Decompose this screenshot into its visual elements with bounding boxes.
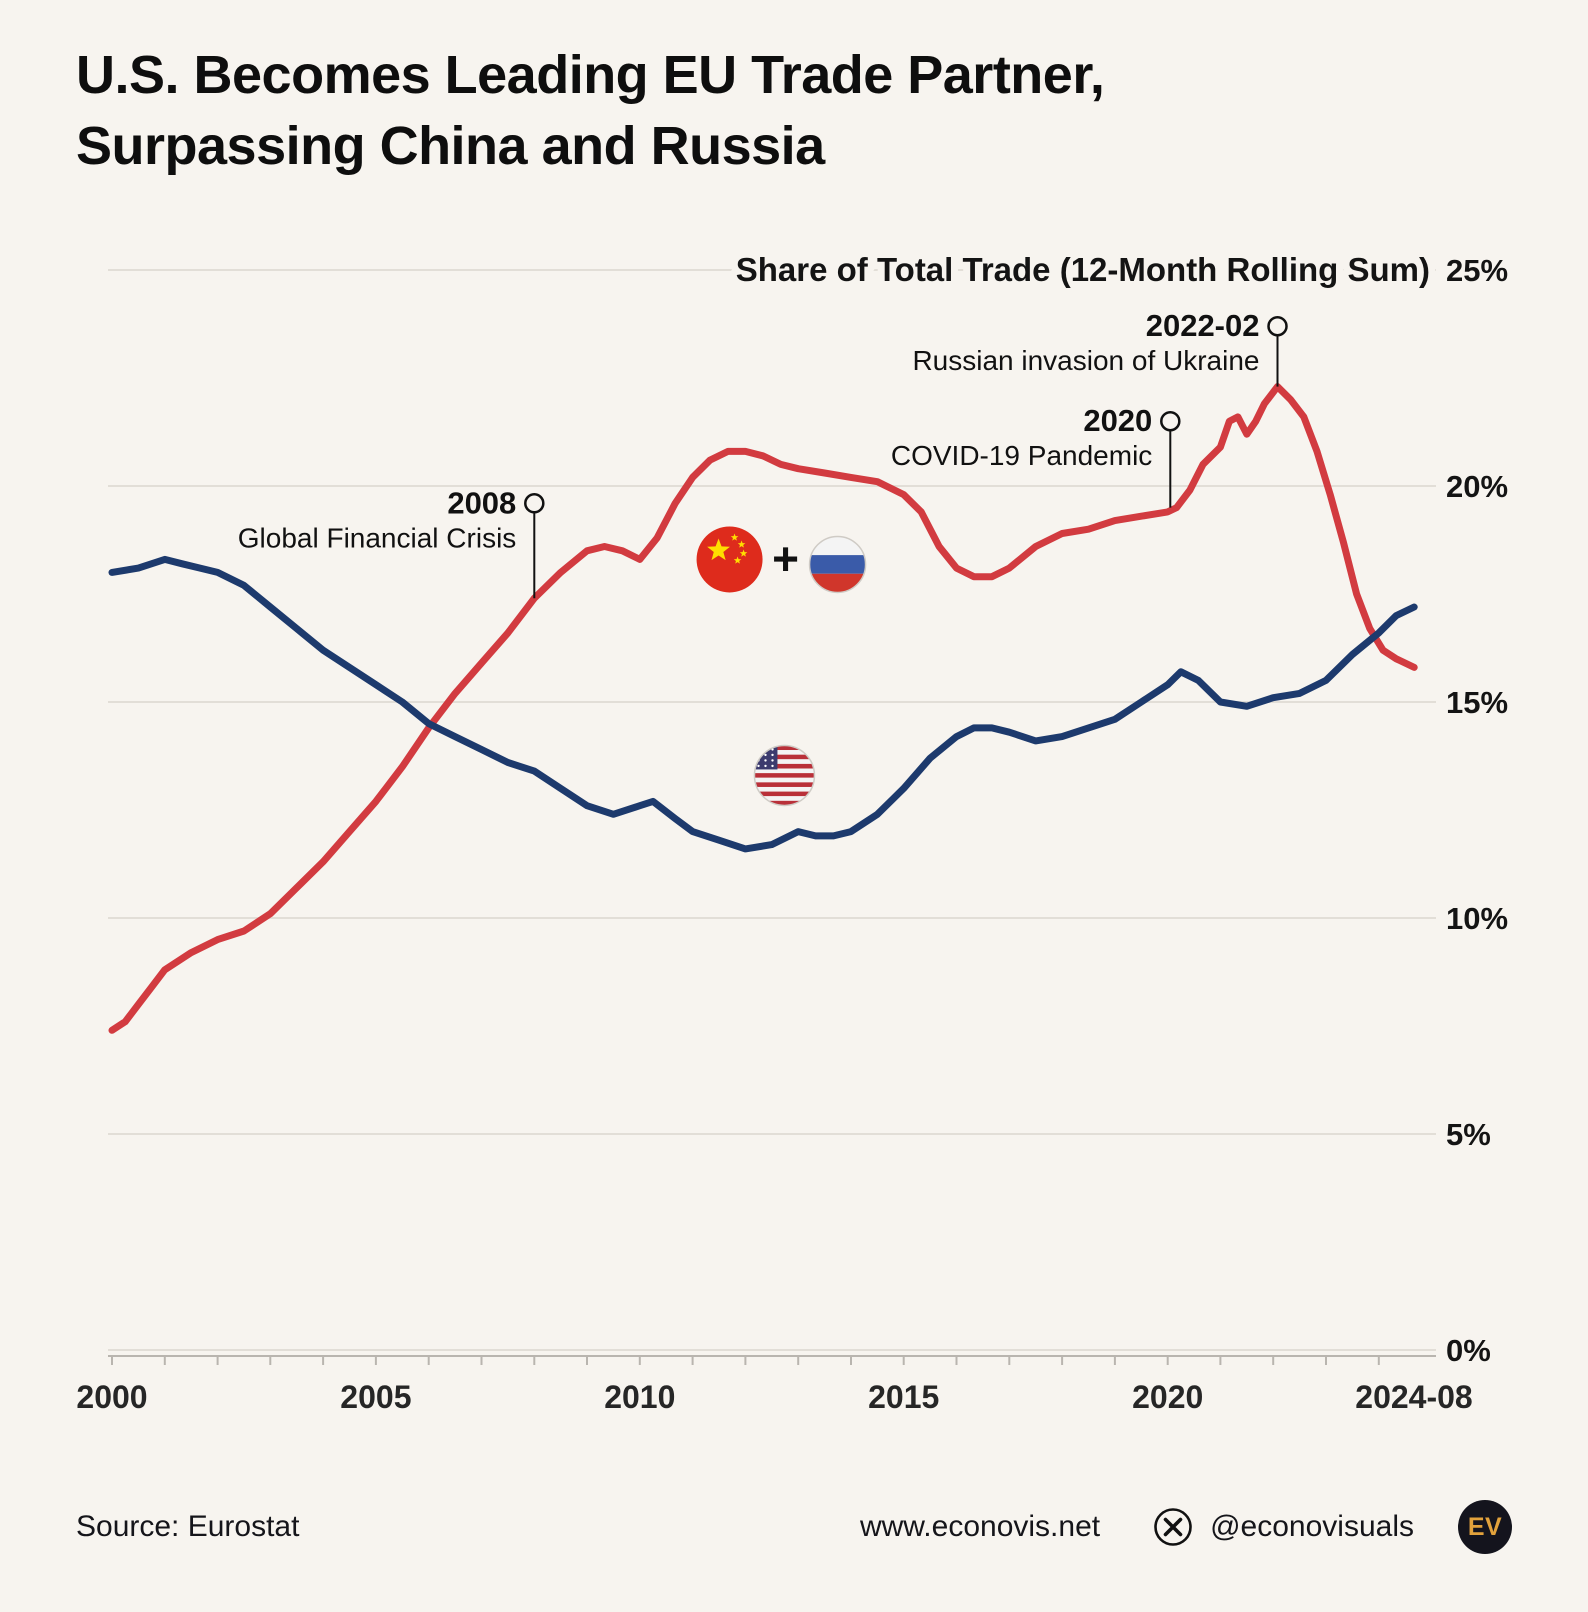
annotation-event-label: Global Financial Crisis: [238, 522, 517, 553]
annotation-event-label: COVID-19 Pandemic: [891, 440, 1152, 471]
annotation-year-label: 2008: [447, 485, 516, 520]
x-axis-label: 2015: [868, 1379, 939, 1415]
chart-title: Share of Total Trade (12-Month Rolling S…: [736, 251, 1430, 288]
y-axis-label: 25%: [1446, 253, 1508, 288]
y-axis-label: 15%: [1446, 685, 1508, 720]
y-axis-label: 10%: [1446, 901, 1508, 936]
china-russia-line: [108, 383, 1418, 1034]
x-axis-label: 2010: [604, 1379, 675, 1415]
united-states-line: [108, 555, 1418, 853]
page-title-line2: Surpassing China and Russia: [76, 116, 825, 177]
x-axis-label: 2024-08: [1355, 1379, 1472, 1415]
x-axis-label: 2020: [1132, 1379, 1203, 1415]
us-flag-icon: [754, 745, 815, 806]
russia-flag-icon: [809, 536, 866, 593]
annotation-year-label: 2020: [1083, 403, 1152, 438]
x-twitter-icon[interactable]: [1152, 1506, 1194, 1548]
annotation-marker: [1267, 315, 1288, 337]
annotation-marker: [524, 493, 545, 514]
x-axis-label: 2000: [76, 1379, 147, 1415]
annotation-event-label: Russian invasion of Ukraine: [912, 345, 1259, 376]
china-flag-icon: [696, 526, 763, 593]
annotation-marker: [1160, 410, 1181, 432]
econovis-logo-text: EV: [1467, 1512, 1503, 1541]
x-axis-label: 2005: [340, 1379, 411, 1415]
y-axis-label: 0%: [1446, 1333, 1491, 1368]
plus-sign: +: [772, 532, 799, 584]
social-handle[interactable]: @econovisuals: [1210, 1510, 1414, 1543]
y-axis-label: 20%: [1446, 469, 1508, 504]
footer-links: www.econovis.net @econovisuals EV: [860, 1500, 1512, 1554]
page-title: U.S. Becomes Leading EU Trade Partner, S…: [76, 40, 1105, 183]
y-axis-label: 5%: [1446, 1117, 1491, 1152]
footer: Source: Eurostat www.econovis.net @econo…: [76, 1500, 1512, 1554]
website-link[interactable]: www.econovis.net: [859, 1510, 1101, 1543]
us-flag-border: [753, 744, 816, 807]
russia-flag-border: [808, 535, 867, 594]
annotation-year-label: 2022-02: [1146, 308, 1260, 343]
econovis-logo: EV: [1458, 1500, 1512, 1554]
source-label: Source: Eurostat: [76, 1510, 300, 1543]
page-title-line1: U.S. Becomes Leading EU Trade Partner,: [76, 45, 1105, 105]
